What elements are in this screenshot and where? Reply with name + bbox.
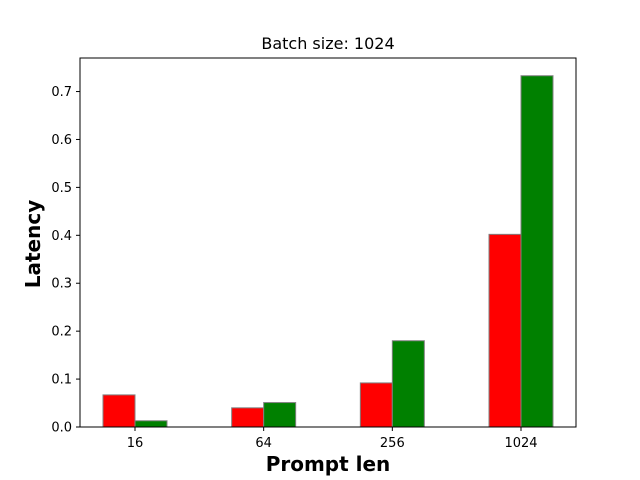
bar bbox=[263, 402, 297, 428]
bar bbox=[359, 382, 393, 428]
bar bbox=[134, 420, 168, 428]
bar bbox=[520, 75, 554, 428]
x-axis-label: Prompt len bbox=[266, 452, 391, 476]
bar bbox=[102, 394, 136, 428]
bar bbox=[391, 340, 425, 428]
x-tick-label: 64 bbox=[255, 436, 272, 451]
y-tick-label: 0.0 bbox=[51, 421, 72, 436]
x-tick-label: 16 bbox=[127, 436, 144, 451]
bars-layer bbox=[102, 75, 554, 428]
y-tick-label: 0.3 bbox=[51, 277, 72, 292]
x-tick-label: 1024 bbox=[504, 436, 537, 451]
y-axis: 0.0 0.1 0.2 0.3 0.4 0.5 0.6 0.7 bbox=[51, 85, 80, 436]
x-tick-label: 256 bbox=[380, 436, 405, 451]
y-tick-label: 0.2 bbox=[51, 325, 72, 340]
chart-title: Batch size: 1024 bbox=[261, 34, 394, 53]
y-tick-label: 0.7 bbox=[51, 85, 72, 100]
y-tick-label: 0.1 bbox=[51, 373, 72, 388]
y-tick-label: 0.4 bbox=[51, 229, 72, 244]
y-axis-label: Latency bbox=[21, 200, 45, 289]
plot-frame bbox=[79, 57, 577, 428]
y-tick-label: 0.5 bbox=[51, 181, 72, 196]
y-tick-label: 0.6 bbox=[51, 133, 72, 148]
bar bbox=[231, 407, 265, 428]
bar bbox=[488, 233, 522, 428]
x-axis: 16 64 256 1024 bbox=[127, 427, 538, 451]
